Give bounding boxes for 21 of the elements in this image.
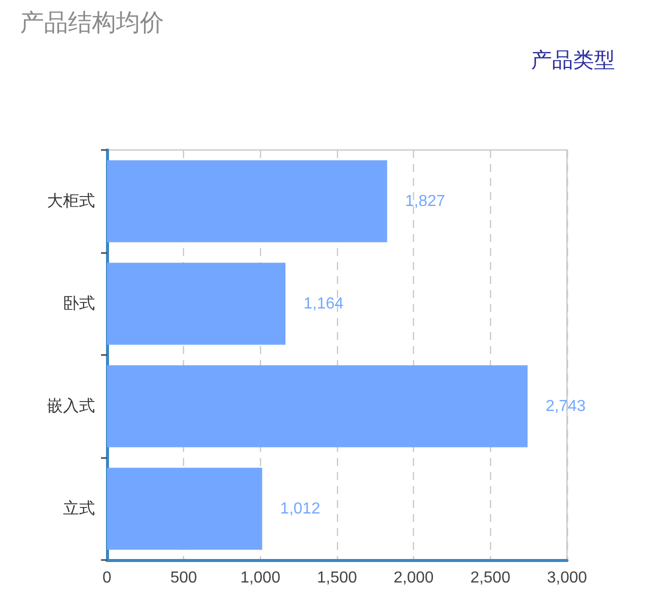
x-tick-label: 3,000 (546, 570, 588, 586)
bar (107, 262, 286, 345)
x-tick-label: 1,500 (316, 570, 358, 586)
y-tick-label: 卧式 (63, 294, 95, 312)
x-tick-label: 2,500 (470, 570, 510, 586)
x-tick-label: 1,000 (240, 570, 280, 586)
data-label: 1,164 (303, 295, 344, 312)
bar (107, 160, 388, 242)
y-tick-label: 立式 (63, 499, 95, 518)
data-label: 1,827 (405, 192, 446, 210)
bar (107, 468, 262, 550)
data-label: 2,743 (546, 398, 586, 415)
x-tick-label: 2,000 (394, 570, 434, 586)
y-tick-label: 大柜式 (47, 192, 95, 210)
chart-title: 产品结构均价 (20, 10, 164, 36)
y-tick-label: 嵌入式 (47, 396, 95, 415)
x-tick-label: 0 (102, 570, 112, 586)
y-axis-title: 产品类型 (531, 49, 615, 72)
x-tick-label: 500 (170, 570, 198, 586)
bar (107, 365, 528, 448)
data-label: 1,012 (280, 500, 320, 518)
